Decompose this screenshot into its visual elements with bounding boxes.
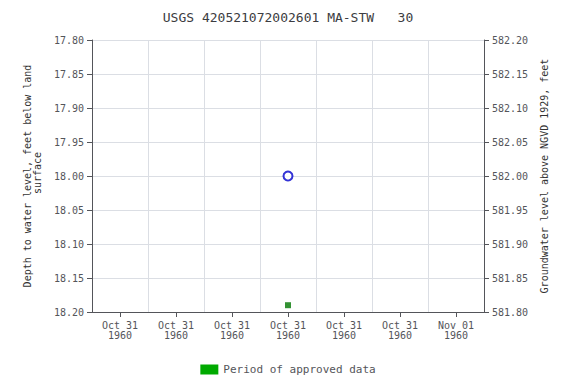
svg-text:1960: 1960 <box>332 330 356 341</box>
svg-text:581.80: 581.80 <box>492 307 528 318</box>
svg-text:Oct 31: Oct 31 <box>157 319 195 331</box>
svg-text:581.85: 581.85 <box>492 273 528 284</box>
svg-text:17.90: 17.90 <box>54 103 84 114</box>
svg-text:581.95: 581.95 <box>492 205 528 216</box>
svg-text:1960: 1960 <box>388 330 412 341</box>
svg-text:Oct 31: Oct 31 <box>269 319 307 331</box>
svg-text:582.10: 582.10 <box>492 103 528 114</box>
svg-text:1960: 1960 <box>220 330 244 341</box>
svg-text:18.20: 18.20 <box>54 307 84 318</box>
svg-text:582.05: 582.05 <box>492 137 528 148</box>
svg-text:Oct 31: Oct 31 <box>381 319 419 331</box>
svg-text:Depth to water level, feet bel: Depth to water level, feet below land <box>22 64 34 288</box>
svg-text:582.15: 582.15 <box>492 69 528 80</box>
svg-text:1960: 1960 <box>276 330 300 341</box>
svg-text:1960: 1960 <box>108 330 132 341</box>
svg-text:surface: surface <box>32 152 43 200</box>
svg-text:Oct 31: Oct 31 <box>325 319 363 331</box>
svg-text:582.00: 582.00 <box>492 171 528 182</box>
svg-text:Oct 31: Oct 31 <box>101 319 139 331</box>
svg-text:1960: 1960 <box>164 330 188 341</box>
svg-text:1960: 1960 <box>444 330 468 341</box>
svg-text:Oct 31: Oct 31 <box>213 319 251 331</box>
svg-text:582.20: 582.20 <box>492 35 528 46</box>
svg-text:17.80: 17.80 <box>54 35 84 46</box>
svg-text:Nov 01: Nov 01 <box>437 319 475 331</box>
svg-text:Groundwater level above NGVD 1: Groundwater level above NGVD 1929, feet <box>539 59 550 294</box>
svg-text:18.00: 18.00 <box>54 171 84 182</box>
svg-text:USGS 420521072002601 MA-STW: USGS 420521072002601 MA-STW 30 <box>163 10 413 25</box>
svg-text:18.10: 18.10 <box>54 239 84 250</box>
svg-text:581.90: 581.90 <box>492 239 528 250</box>
svg-text:17.95: 17.95 <box>54 137 84 148</box>
svg-text:Period of approved data: Period of approved data <box>223 363 375 376</box>
svg-text:18.05: 18.05 <box>54 205 84 216</box>
svg-text:17.85: 17.85 <box>54 69 84 80</box>
svg-text:18.15: 18.15 <box>54 273 84 284</box>
